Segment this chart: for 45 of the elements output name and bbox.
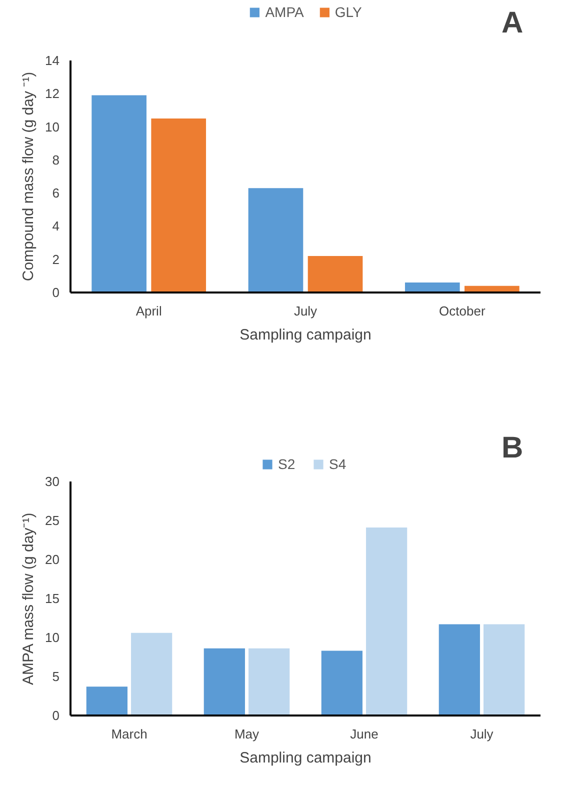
- legend-label: GLY: [334, 4, 362, 20]
- bar: [438, 624, 480, 716]
- y-tick-label: 4: [52, 218, 60, 234]
- y-tick-label: 0: [52, 708, 60, 723]
- x-tick-label: March: [111, 726, 148, 742]
- bar: [248, 188, 304, 292]
- y-tick-label: 14: [45, 53, 60, 68]
- x-tick-label: April: [136, 304, 162, 318]
- bar: [151, 118, 206, 292]
- bar: [484, 624, 525, 716]
- bar: [248, 648, 290, 716]
- legend-label: AMPA: [265, 4, 304, 20]
- bar: [204, 648, 245, 716]
- bar: [86, 686, 128, 716]
- y-tick-label: 12: [45, 86, 60, 102]
- y-tick-label: 10: [45, 119, 60, 134]
- x-tick-label: July: [294, 304, 318, 318]
- y-tick-label: 30: [45, 474, 60, 489]
- x-axis-title: Sampling campaign: [240, 326, 372, 344]
- y-axis-title: Compound mass flow (g day ⁻¹): [20, 72, 38, 282]
- x-tick-label: October: [439, 304, 486, 318]
- y-tick-label: 10: [45, 630, 60, 645]
- text: A: [501, 6, 524, 40]
- y-tick-label: 2: [52, 252, 60, 267]
- y-tick-label: 0: [52, 285, 60, 300]
- y-axis-title: AMPA mass flow (g day⁻¹): [20, 512, 38, 686]
- bar: [366, 528, 408, 716]
- x-tick-label: June: [350, 726, 378, 742]
- x-tick-label: July: [470, 726, 494, 742]
- bar: [308, 256, 363, 292]
- x-axis-title: Sampling campaign: [240, 750, 372, 766]
- y-tick-label: 5: [52, 669, 60, 684]
- y-tick-label: 20: [45, 552, 60, 567]
- bar: [131, 632, 172, 716]
- x-tick-label: May: [234, 726, 260, 742]
- legend-label: S2: [278, 456, 296, 472]
- y-tick-label: 6: [52, 186, 60, 201]
- y-tick-label: 15: [45, 591, 60, 606]
- y-tick-label: 25: [45, 513, 60, 528]
- y-tick-label: 8: [52, 152, 60, 168]
- legend-label: S4: [329, 456, 348, 472]
- bar: [404, 282, 460, 292]
- text: B: [501, 431, 524, 464]
- bar: [92, 95, 146, 292]
- bar: [321, 650, 362, 716]
